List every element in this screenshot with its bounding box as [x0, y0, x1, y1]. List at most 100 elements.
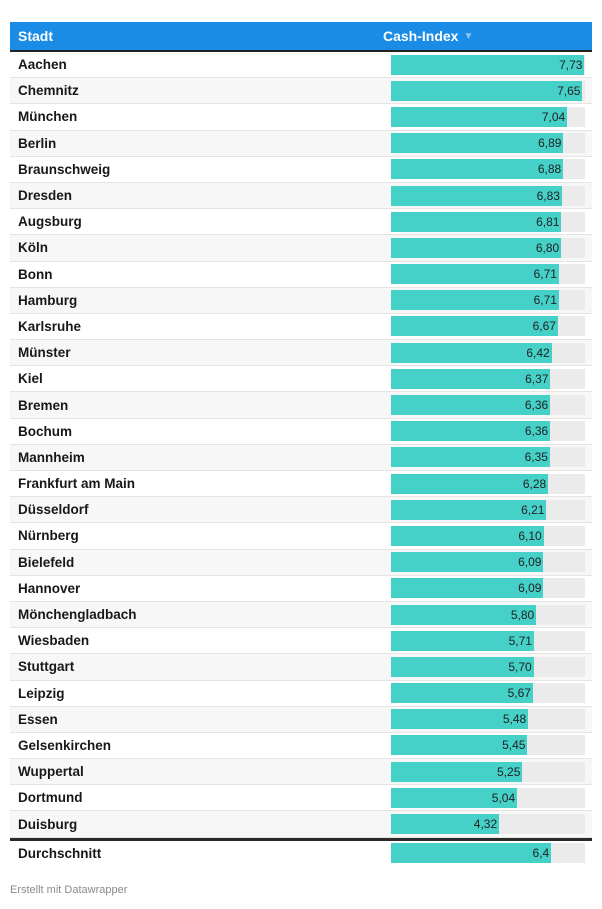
bar-track: 5,80 [391, 604, 585, 625]
city-name: München [18, 109, 78, 125]
city-name: Hamburg [18, 292, 78, 308]
city-name: Mönchengladbach [18, 607, 137, 623]
value-bar [391, 578, 544, 599]
bar-track: 5,48 [391, 709, 585, 730]
column-header-city[interactable]: Stadt [18, 28, 53, 44]
value-bar [391, 368, 551, 389]
bar-track: 5,45 [391, 735, 585, 756]
value-bar [391, 395, 551, 416]
city-name: Augsburg [18, 214, 82, 230]
data-table: Stadt Cash-Index ▼ Aachen 7,73 Chemnitz 7,6… [10, 22, 592, 866]
value-bar [391, 709, 529, 730]
value-label: 6,83 [536, 188, 560, 203]
table-header: Stadt Cash-Index ▼ [10, 22, 592, 52]
value-label: 6,88 [537, 162, 562, 177]
table-row: Mönchengladbach 5,80 [10, 601, 592, 629]
value-bar [391, 843, 552, 864]
value-label: 6,42 [526, 345, 550, 360]
value-bar [391, 735, 528, 756]
city-name: Hannover [18, 580, 81, 596]
city-name: Wiesbaden [18, 633, 90, 649]
city-name: Münster [18, 345, 71, 361]
city-name: Braunschweig [18, 161, 111, 177]
value-label: 5,71 [508, 633, 532, 648]
bar-track: 6,09 [391, 552, 585, 573]
city-name: Düsseldorf [18, 502, 89, 518]
table-row: Braunschweig 6,88 [10, 157, 592, 183]
value-bar [391, 683, 533, 704]
city-name: Chemnitz [18, 83, 79, 99]
table-row: Berlin 6,89 [10, 130, 592, 157]
bar-track: 6,81 [391, 211, 585, 232]
value-label: 7,04 [541, 109, 566, 124]
table-row: Bremen 6,36 [10, 392, 592, 419]
value-label: 6,28 [522, 476, 547, 491]
value-label: 6,71 [533, 267, 557, 282]
value-label: 6,71 [533, 293, 557, 308]
table-row: Köln 6,80 [10, 235, 592, 262]
city-name: Aachen [18, 57, 67, 73]
city-name: Dresden [18, 188, 73, 204]
bar-track: 5,25 [391, 761, 585, 782]
table-row: Hamburg 6,71 [10, 287, 592, 314]
bar-track: 6,36 [391, 395, 585, 416]
value-label: 6,21 [521, 502, 545, 517]
bar-track: 6,37 [391, 368, 585, 389]
bar-track: 7,73 [391, 54, 585, 75]
value-label: 5,25 [497, 764, 521, 779]
value-bar [391, 211, 562, 232]
table-row: Mannheim 6,35 [10, 444, 592, 471]
table-row: Dortmund 5,04 [10, 785, 592, 812]
value-label: 6,67 [532, 319, 556, 334]
bar-track: 6,71 [391, 290, 585, 311]
table-row: Chemnitz 7,65 [10, 78, 592, 105]
table-row: Düsseldorf 6,21 [10, 497, 592, 524]
value-bar [391, 552, 544, 573]
bar-track: 4,32 [391, 814, 585, 835]
city-name: Nürnberg [18, 528, 79, 544]
value-label: 7,65 [557, 83, 581, 98]
value-bar [391, 761, 523, 782]
table-row: Bonn 6,71 [10, 262, 592, 288]
city-name: Leipzig [18, 685, 65, 701]
sort-descending-icon[interactable]: ▼ [463, 30, 474, 42]
value-label: 7,73 [559, 57, 583, 72]
value-bar [391, 656, 534, 677]
table-row: Stuttgart 5,70 [10, 654, 592, 681]
table-row: Frankfurt am Main 6,28 [10, 471, 592, 498]
city-name: Dortmund [18, 790, 83, 806]
table-body: Aachen 7,73 Chemnitz 7,65 München 7,04 Berlin 6… [10, 52, 592, 866]
table-row: Wuppertal 5,25 [10, 759, 592, 786]
bar-track: 6,28 [391, 473, 585, 494]
credit-footer: Erstellt mit Datawrapper [10, 884, 128, 896]
city-name: Essen [18, 711, 58, 727]
city-name: Durchschnitt [18, 845, 102, 861]
value-bar [391, 604, 537, 625]
column-header-cash-index[interactable]: Cash-Index ▼ [383, 28, 473, 44]
bar-track: 6,89 [391, 133, 585, 154]
value-bar [391, 290, 559, 311]
bar-track: 5,67 [391, 683, 585, 704]
table-row: Aachen 7,73 [10, 52, 592, 79]
value-bar [391, 80, 583, 101]
value-bar [391, 133, 564, 154]
table-row: Augsburg 6,81 [10, 209, 592, 236]
value-label: 6,4 [532, 846, 550, 861]
city-name: Kiel [18, 371, 43, 387]
average-row: Durchschnitt 6,4 [10, 837, 592, 866]
column-header-cash-index-label: Cash-Index [383, 28, 459, 44]
value-label: 6,09 [518, 581, 542, 596]
value-bar [391, 787, 518, 808]
table-row: Wiesbaden 5,71 [10, 628, 592, 655]
bar-track: 7,65 [391, 80, 585, 101]
value-label: 4,32 [473, 817, 498, 832]
bar-track: 6,88 [391, 159, 585, 180]
value-label: 6,36 [524, 424, 549, 439]
table-row: Nürnberg 6,10 [10, 523, 592, 550]
value-label: 6,35 [524, 450, 548, 465]
value-label: 5,80 [510, 607, 535, 622]
value-bar [391, 264, 559, 285]
value-label: 6,10 [518, 528, 542, 543]
city-name: Bremen [18, 397, 69, 413]
table-row: Bochum 6,36 [10, 419, 592, 445]
